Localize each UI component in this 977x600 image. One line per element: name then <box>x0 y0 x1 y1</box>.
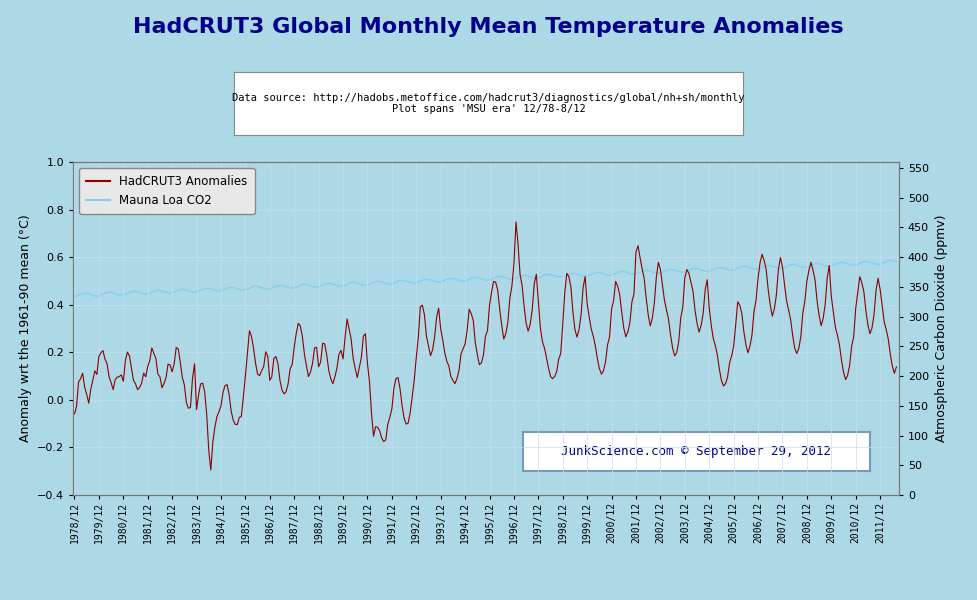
Y-axis label: Atmospheric Carbon Dioxide (ppmv): Atmospheric Carbon Dioxide (ppmv) <box>935 215 948 442</box>
Text: Data source: http://hadobs.metoffice.com/hadcrut3/diagnostics/global/nh+sh/month: Data source: http://hadobs.metoffice.com… <box>233 92 744 114</box>
Y-axis label: Anomaly wrt the 1961-90 mean (°C): Anomaly wrt the 1961-90 mean (°C) <box>19 215 31 442</box>
Text: JunkScience.com © September 29, 2012: JunkScience.com © September 29, 2012 <box>561 445 831 458</box>
Text: HadCRUT3 Global Monthly Mean Temperature Anomalies: HadCRUT3 Global Monthly Mean Temperature… <box>133 17 844 37</box>
Legend: HadCRUT3 Anomalies, Mauna Loa CO2: HadCRUT3 Anomalies, Mauna Loa CO2 <box>79 168 255 214</box>
